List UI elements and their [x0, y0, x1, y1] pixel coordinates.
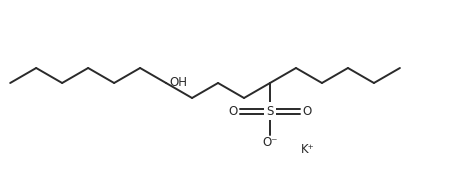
- Text: O: O: [302, 104, 311, 117]
- Text: S: S: [266, 104, 274, 117]
- Text: O: O: [229, 104, 238, 117]
- Text: O⁻: O⁻: [262, 136, 278, 149]
- Text: OH: OH: [169, 75, 187, 88]
- Text: K⁺: K⁺: [301, 143, 315, 156]
